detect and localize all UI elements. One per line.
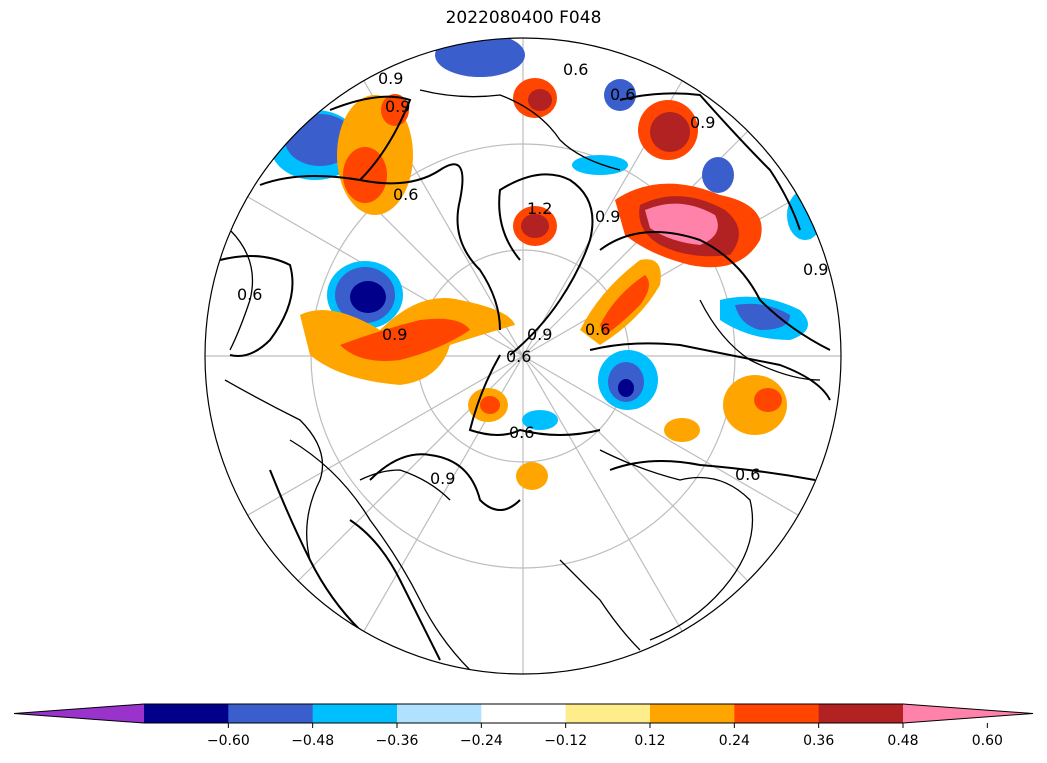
colorbar-outline [13,703,1034,724]
colorbar-tick-label: −0.48 [291,733,334,749]
colorbar-swatches [14,704,1033,723]
colorbar-swatch [565,704,651,723]
contour-label: 0.6 [610,85,635,104]
contour-label: 0.9 [690,113,715,132]
colorbar-tick-label: −0.60 [207,733,250,749]
colorbar-tick-label: 0.48 [887,733,918,749]
positive-anomaly [521,214,549,238]
contour-label: 0.9 [378,69,403,88]
map-boundary [204,37,842,675]
map-title: 2022080400 F048 [445,8,602,28]
colorbar-tick-label: −0.12 [544,733,587,749]
positive-anomaly [664,418,700,442]
colorbar-tick-label: −0.24 [460,733,503,749]
colorbar-swatch [818,704,904,723]
positive-anomaly [340,318,470,361]
negative-anomaly [522,410,558,430]
contour-label: 0.6 [237,285,262,304]
contour-label: 0.9 [803,260,828,279]
contour-label: 0.6 [563,60,588,79]
contour-label: 0.9 [430,469,455,488]
contour-label: 0.6 [735,465,760,484]
positive-anomaly [650,112,690,152]
colorbar-swatch [228,704,314,723]
positive-anomaly [645,203,718,245]
colorbar-tick-label: 0.60 [972,733,1003,749]
negative-anomaly [435,38,525,77]
colorbar-tick-label: 0.36 [803,733,834,749]
colorbar-tick-label: 0.24 [719,733,750,749]
positive-anomaly [600,275,649,335]
negative-anomaly [350,281,386,313]
colorbar-swatch [397,704,482,723]
colorbar: −0.60 −0.48 −0.36 −0.24 −0.12 0.12 0.24 0.36 0.4… [13,703,1034,749]
contour-labels: 0.9 0.9 0.6 0.6 0.6 1.2 0.9 0.9 0.6 0.9 … [237,60,828,488]
contour-label: 0.6 [585,320,610,339]
contour-label: 0.6 [509,423,534,442]
colorbar-extend-high [903,704,1033,723]
contour-label: 0.9 [527,325,552,344]
negative-anomaly [618,379,634,397]
contour-label: 0.9 [595,207,620,226]
height-contours [219,92,831,661]
coastlines [224,89,821,671]
contour-label: 0.9 [385,97,410,116]
contour-label: 0.6 [393,185,418,204]
positive-anomaly [516,462,548,490]
contour-label: 0.9 [382,325,407,344]
negative-anomaly [787,190,823,240]
colorbar-ticks: −0.60 −0.48 −0.36 −0.24 −0.12 0.12 0.24 0.36 0.4… [207,723,1003,749]
contour-label: 1.2 [527,199,552,218]
colorbar-swatch [734,704,820,723]
positive-anomaly [480,396,500,414]
negative-anomaly [604,79,636,111]
positive-anomaly [528,89,552,111]
negative-anomaly [735,303,790,330]
negative-anomaly [572,155,628,175]
polar-stereographic-map: 0.9 0.9 0.6 0.6 0.6 1.2 0.9 0.9 0.6 0.9 … [204,37,842,675]
colorbar-swatch [650,704,735,723]
positive-anomaly [754,388,782,412]
negative-anomaly [702,157,734,193]
anomaly-shading [270,38,823,490]
colorbar-tick-label: 0.12 [634,733,665,749]
colorbar-swatch [312,704,398,723]
colorbar-swatch [481,704,567,723]
colorbar-swatch [144,704,229,723]
colorbar-tick-label: −0.36 [376,733,419,749]
colorbar-extend-low [14,704,144,723]
contour-label: 0.6 [506,347,531,366]
